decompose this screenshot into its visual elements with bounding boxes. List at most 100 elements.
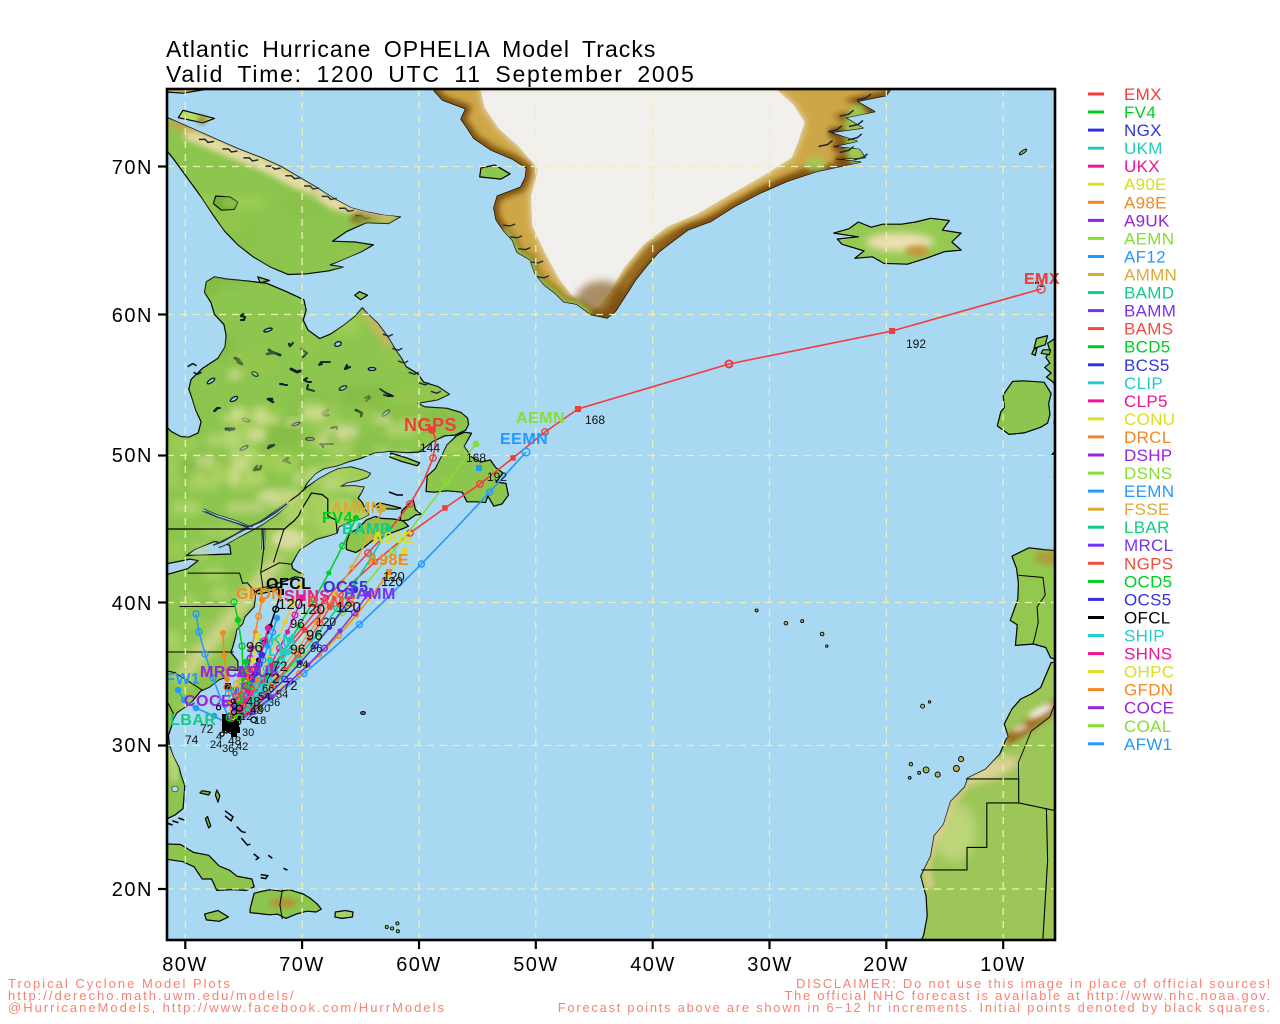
svg-text:MRCL: MRCL xyxy=(200,664,248,681)
svg-text:OCD5: OCD5 xyxy=(1124,572,1172,591)
svg-text:24: 24 xyxy=(210,739,222,751)
svg-text:42: 42 xyxy=(236,741,248,753)
svg-text:168: 168 xyxy=(585,413,605,427)
svg-text:GFDN: GFDN xyxy=(1124,681,1173,700)
svg-text:Forecast points above are show: Forecast points above are shown in 6−12 … xyxy=(558,1000,1272,1015)
svg-text:74: 74 xyxy=(185,733,199,747)
svg-text:20N: 20N xyxy=(112,879,153,901)
svg-text:BAMS: BAMS xyxy=(1124,320,1173,339)
svg-text:20W: 20W xyxy=(863,954,909,976)
svg-text:50W: 50W xyxy=(513,954,559,976)
svg-text:70W: 70W xyxy=(279,954,325,976)
svg-text:OCS5: OCS5 xyxy=(1124,590,1172,609)
svg-text:Tropical Cyclone Model Plots: Tropical Cyclone Model Plots xyxy=(8,976,232,991)
svg-text:OFCL: OFCL xyxy=(1124,609,1171,628)
svg-text:30: 30 xyxy=(242,727,254,739)
svg-text:GFDN: GFDN xyxy=(236,586,283,603)
svg-text:36: 36 xyxy=(222,743,234,755)
svg-text:CLP5: CLP5 xyxy=(1124,392,1168,411)
svg-text:70N: 70N xyxy=(112,157,153,179)
svg-text:60: 60 xyxy=(258,703,270,715)
svg-text:96: 96 xyxy=(246,639,263,656)
svg-text:A9UK: A9UK xyxy=(1124,211,1170,230)
svg-text:BAMD: BAMD xyxy=(342,521,392,538)
svg-text:96: 96 xyxy=(290,616,304,631)
svg-text:AMMN: AMMN xyxy=(331,500,383,517)
svg-text:72: 72 xyxy=(200,722,214,736)
svg-text:COAL: COAL xyxy=(1124,717,1172,736)
svg-text:FV4: FV4 xyxy=(1124,103,1156,122)
svg-text:BAMS: BAMS xyxy=(307,594,356,611)
svg-text:A98E: A98E xyxy=(1124,193,1167,212)
svg-text:48: 48 xyxy=(246,694,260,709)
svg-text:96: 96 xyxy=(290,641,306,657)
svg-text:OFCL: OFCL xyxy=(266,576,312,593)
svg-text:60N: 60N xyxy=(112,305,153,327)
svg-text:80W: 80W xyxy=(162,954,208,976)
svg-text:MRCL: MRCL xyxy=(1124,536,1173,555)
svg-text:UKX: UKX xyxy=(1124,157,1160,176)
svg-text:192: 192 xyxy=(487,470,507,484)
svg-text:48: 48 xyxy=(228,734,242,748)
svg-text:96: 96 xyxy=(310,643,322,655)
svg-text:CONU: CONU xyxy=(1124,410,1175,429)
svg-text:http://derecho.math.uwm.edu/mo: http://derecho.math.uwm.edu/models/ xyxy=(8,988,296,1003)
svg-text:The official NHC forecast is a: The official NHC forecast is available a… xyxy=(785,988,1272,1003)
svg-text:EMX: EMX xyxy=(1024,271,1060,288)
svg-text:6: 6 xyxy=(232,747,238,759)
svg-text:BAMM: BAMM xyxy=(344,586,396,603)
svg-text:120: 120 xyxy=(300,601,325,618)
svg-text:AFW1: AFW1 xyxy=(1124,735,1172,754)
svg-text:192: 192 xyxy=(906,337,926,351)
svg-text:AF12: AF12 xyxy=(1124,248,1166,267)
svg-text:CLIP: CLIP xyxy=(1124,374,1163,393)
svg-text:NGX: NGX xyxy=(1124,121,1162,140)
svg-text:120: 120 xyxy=(316,615,336,629)
svg-text:FSSE: FSSE xyxy=(1124,500,1170,519)
svg-text:NGPS: NGPS xyxy=(1124,554,1173,573)
svg-text:AFW1: AFW1 xyxy=(153,671,200,688)
svg-text:AMMN: AMMN xyxy=(1124,266,1177,285)
svg-text:72: 72 xyxy=(272,658,288,674)
svg-text:DISCLAIMER: Do not use this im: DISCLAIMER: Do not use this image in pla… xyxy=(796,976,1272,991)
svg-text:12: 12 xyxy=(240,711,252,723)
svg-text:4: 4 xyxy=(216,731,222,743)
svg-text:@HurricaneModels, http://www.f: @HurricaneModels, http://www.facebook.co… xyxy=(8,1000,446,1015)
svg-text:40W: 40W xyxy=(630,954,676,976)
svg-text:18: 18 xyxy=(254,715,266,727)
svg-text:LBAR: LBAR xyxy=(1124,518,1170,537)
svg-text:EMX: EMX xyxy=(1124,85,1162,104)
svg-text:BCS5: BCS5 xyxy=(1124,356,1170,375)
svg-text:NGPS: NGPS xyxy=(404,415,457,435)
svg-text:Atlantic Hurricane OPHELIA Mod: Atlantic Hurricane OPHELIA Model Tracks xyxy=(166,36,656,62)
svg-text:50N: 50N xyxy=(112,445,153,467)
svg-text:EEMN: EEMN xyxy=(500,431,548,448)
svg-text:A90E: A90E xyxy=(372,530,414,547)
svg-text:72: 72 xyxy=(283,678,297,693)
svg-text:168: 168 xyxy=(466,451,486,465)
svg-text:36: 36 xyxy=(268,697,280,709)
svg-text:LBAR: LBAR xyxy=(170,712,216,729)
svg-text:OCS5: OCS5 xyxy=(323,579,369,596)
svg-text:BAMD: BAMD xyxy=(1124,284,1174,303)
svg-text:120: 120 xyxy=(336,599,361,616)
svg-text:A90E: A90E xyxy=(1124,175,1167,194)
svg-text:DSHP: DSHP xyxy=(1124,446,1172,465)
svg-text:54: 54 xyxy=(276,689,288,701)
svg-text:30N: 30N xyxy=(112,735,153,757)
svg-text:96: 96 xyxy=(306,627,323,644)
svg-text:Valid Time: 1200 UTC 11 Septem: Valid Time: 1200 UTC 11 September 2005 xyxy=(166,61,696,87)
svg-text:FV4: FV4 xyxy=(322,510,353,527)
svg-text:84: 84 xyxy=(296,659,308,671)
svg-text:UKM: UKM xyxy=(1124,139,1163,158)
svg-text:SHIP: SHIP xyxy=(1124,627,1165,646)
svg-text:SHNS: SHNS xyxy=(284,588,330,605)
svg-text:10W: 10W xyxy=(980,954,1026,976)
svg-text:CLIP: CLIP xyxy=(256,643,294,660)
svg-text:OHPC: OHPC xyxy=(1124,663,1174,682)
svg-text:A98E: A98E xyxy=(367,552,409,569)
svg-text:COCE: COCE xyxy=(1124,699,1174,718)
svg-text:60W: 60W xyxy=(396,954,442,976)
svg-text:A9UK: A9UK xyxy=(236,664,282,681)
svg-text:AEMN: AEMN xyxy=(1124,229,1174,248)
